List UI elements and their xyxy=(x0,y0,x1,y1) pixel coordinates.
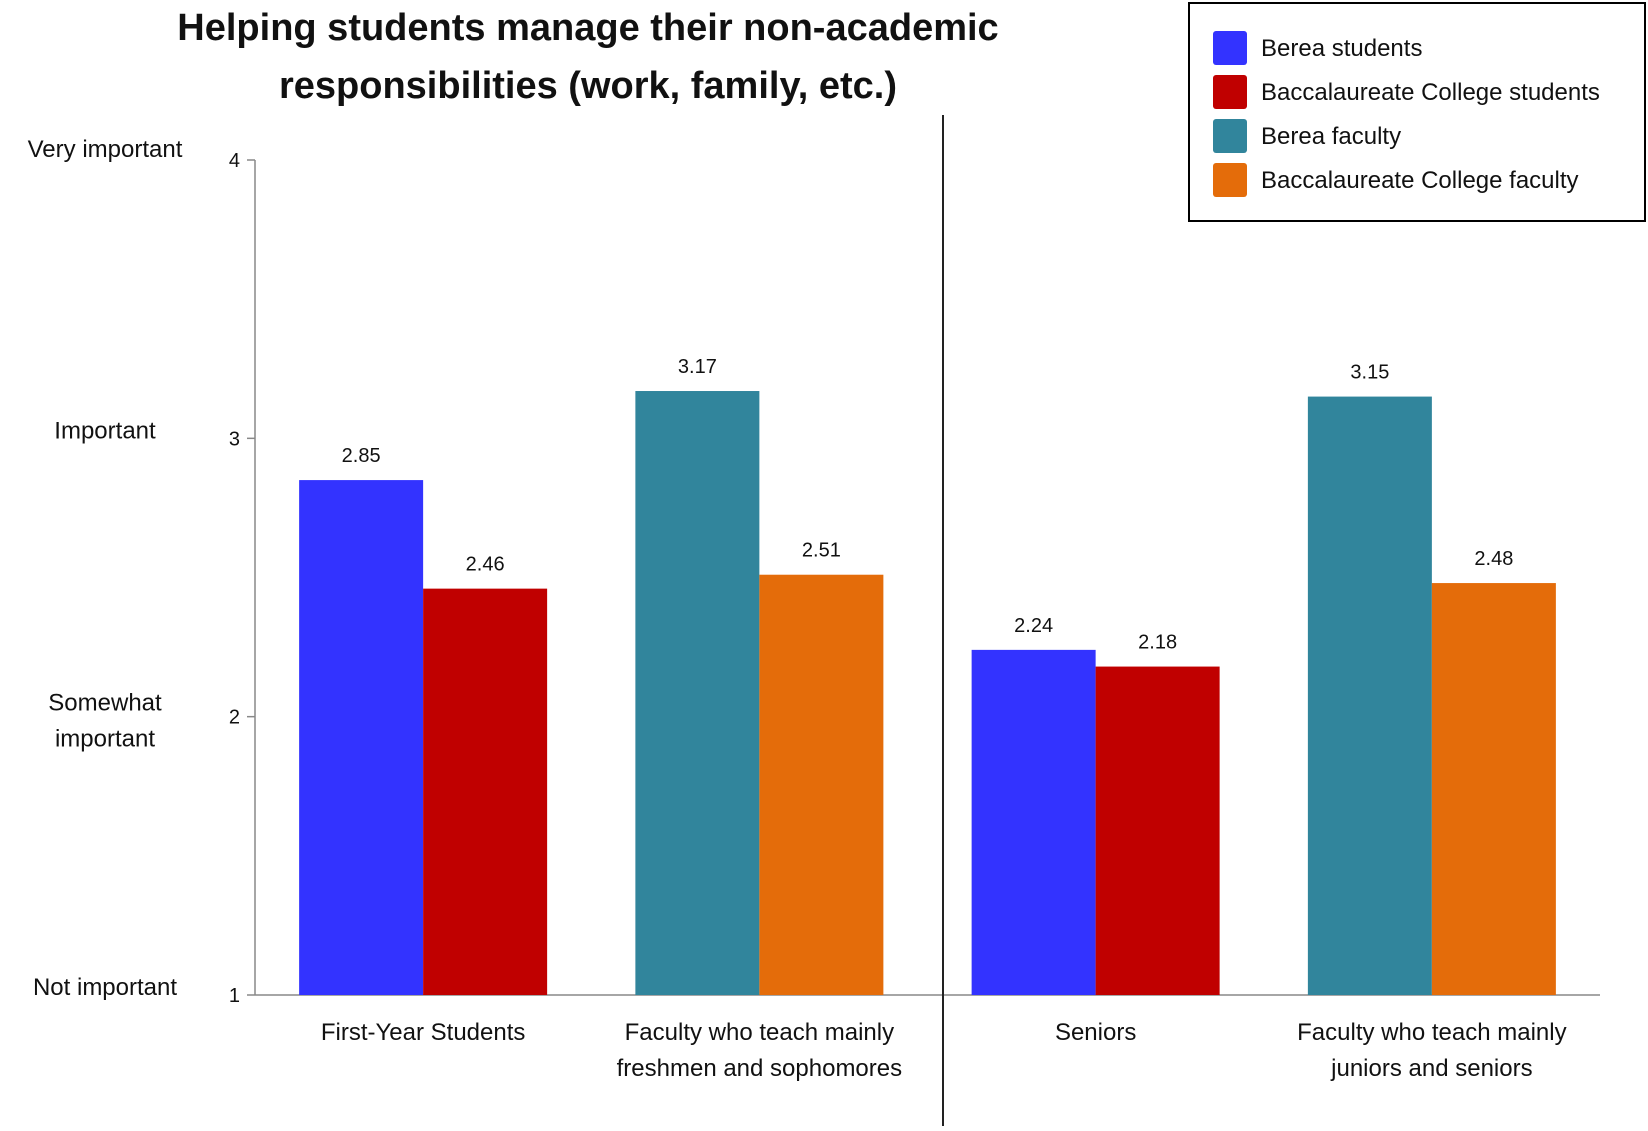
data-label: 2.46 xyxy=(466,554,505,576)
category-label: freshmen and sophomores xyxy=(617,1055,903,1082)
chart-title: Helping students manage their non-academ… xyxy=(177,7,998,107)
chart-title-line-1: Helping students manage their non-academ… xyxy=(177,7,998,49)
y-tick-label: 4 xyxy=(229,150,240,172)
scale-label: Important xyxy=(54,417,156,444)
bar xyxy=(1431,583,1556,995)
y-tick-label: 1 xyxy=(229,985,240,1007)
bar xyxy=(759,574,884,995)
scale-label: important xyxy=(55,726,155,753)
data-label: 3.15 xyxy=(1350,362,1389,384)
legend-label: Berea students xyxy=(1261,35,1422,62)
bar xyxy=(971,649,1096,995)
category-label: Seniors xyxy=(1055,1019,1136,1046)
category-label: Faculty who teach mainly xyxy=(1297,1019,1566,1046)
labels: 2.85 2.46 First-Year Students 3.17 2.51 Facul… xyxy=(321,356,1567,1082)
data-label: 2.18 xyxy=(1138,632,1177,654)
legend-swatch xyxy=(1213,75,1247,109)
category-label: juniors and seniors xyxy=(1330,1055,1532,1082)
data-label: 2.48 xyxy=(1474,548,1513,570)
chart-title-line-2: responsibilities (work, family, etc.) xyxy=(279,65,897,107)
legend-swatch xyxy=(1213,119,1247,153)
legend-label: Berea faculty xyxy=(1261,123,1401,150)
legend-swatch xyxy=(1213,31,1247,65)
bars xyxy=(299,391,1556,995)
axes: 1 2 3 4 Very important Important Somewhat impor… xyxy=(28,115,1600,1126)
scale-label: Somewhat xyxy=(48,690,162,717)
bar xyxy=(423,588,548,995)
data-label: 2.85 xyxy=(342,445,381,467)
bar xyxy=(1307,396,1432,995)
data-label: 2.51 xyxy=(802,540,841,562)
bar xyxy=(299,480,424,995)
legend-label: Baccalaureate College faculty xyxy=(1261,167,1579,194)
data-label: 3.17 xyxy=(678,356,717,378)
data-label: 2.24 xyxy=(1014,615,1053,637)
bar xyxy=(1095,666,1220,995)
scale-label: Not important xyxy=(33,974,177,1001)
legend-box xyxy=(1188,2,1646,222)
legend-label: Baccalaureate College students xyxy=(1261,79,1600,106)
category-label: Faculty who teach mainly xyxy=(625,1019,894,1046)
category-label: First-Year Students xyxy=(321,1019,526,1046)
bar xyxy=(635,391,760,995)
y-tick-label: 2 xyxy=(229,707,240,729)
legend-swatch xyxy=(1213,163,1247,197)
scale-label: Very important xyxy=(28,136,183,163)
y-tick-label: 3 xyxy=(229,428,240,450)
legend: Berea students Baccalaureate College stud… xyxy=(1188,2,1646,222)
